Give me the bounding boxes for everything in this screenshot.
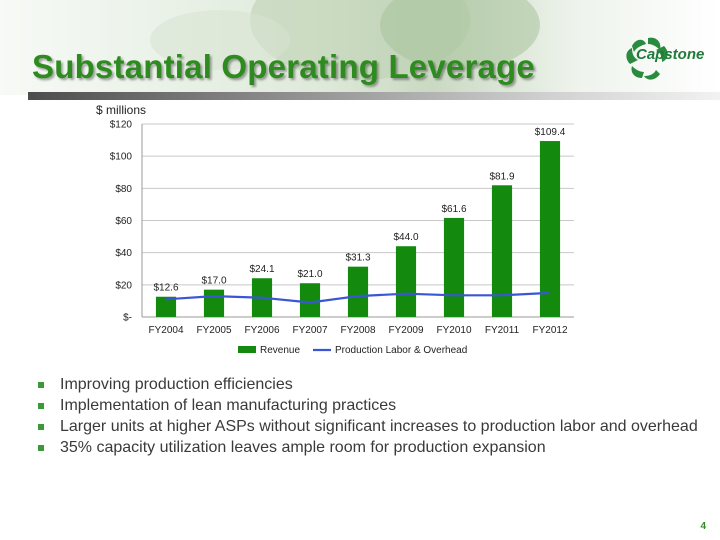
x-tick-label: FY2005 [196, 325, 231, 336]
bullet-item: Implementation of lean manufacturing pra… [38, 395, 698, 416]
bar-value-label: $21.0 [297, 269, 322, 280]
leaf-texture-3 [150, 10, 290, 70]
revenue-bar [203, 289, 225, 317]
revenue-bar [443, 217, 465, 317]
bullet-marker-icon [38, 382, 44, 388]
bullet-text: 35% capacity utilization leaves ample ro… [60, 439, 546, 456]
legend-revenue-label: Revenue [260, 345, 300, 356]
bar-value-label: $44.0 [393, 232, 418, 243]
x-tick-label: FY2009 [388, 325, 423, 336]
bullet-marker-icon [38, 424, 44, 430]
revenue-bar [347, 266, 369, 317]
y-tick-label: $120 [110, 120, 133, 131]
bullet-text: Improving production efficiencies [60, 376, 293, 393]
revenue-bar [155, 296, 177, 317]
bar-value-label: $109.4 [535, 127, 566, 138]
revenue-bar [539, 141, 561, 317]
revenue-bar [299, 283, 321, 317]
bullet-item: 35% capacity utilization leaves ample ro… [38, 437, 698, 458]
turbine-icon [626, 37, 668, 80]
y-tick-label: $60 [115, 216, 132, 227]
logo-wordmark: Capstone [636, 46, 705, 63]
y-units-label: $ millions [96, 103, 147, 117]
legend-revenue-swatch [238, 346, 256, 353]
x-tick-label: FY2007 [292, 325, 327, 336]
bar-value-label: $61.6 [441, 204, 466, 215]
revenue-chart: $- $20 $40 $60 $80 $100 $120 $12.6 FY2004 $17.0 FY… [110, 120, 574, 356]
legend-labor-label: Production Labor & Overhead [335, 345, 467, 356]
capstone-logo [626, 37, 668, 80]
bullet-text: Implementation of lean manufacturing pra… [60, 397, 397, 414]
y-tick-label: $- [123, 313, 132, 324]
x-tick-label: FY2012 [532, 325, 567, 336]
bullet-item: Larger units at higher ASPs without sign… [38, 416, 698, 437]
revenue-bar [491, 185, 513, 317]
bar-value-label: $81.9 [489, 171, 514, 182]
revenue-bar [395, 246, 417, 317]
bar-value-label: $24.1 [249, 264, 274, 275]
x-tick-label: FY2011 [485, 325, 520, 336]
x-tick-label: FY2004 [148, 325, 183, 336]
slide-title: Substantial Operating Leverage [32, 48, 535, 85]
bar-value-label: $12.6 [153, 283, 178, 294]
x-tick-label: FY2006 [244, 325, 279, 336]
bar-value-label: $17.0 [201, 276, 226, 287]
bullet-text: Larger units at higher ASPs without sign… [60, 418, 698, 435]
bullet-marker-icon [38, 445, 44, 451]
y-tick-label: $40 [115, 248, 132, 259]
y-tick-label: $80 [115, 184, 132, 195]
leaf-texture-2 [380, 0, 540, 70]
bullet-marker-icon [38, 403, 44, 409]
title-rule [28, 92, 720, 100]
bullet-list: Improving production efficiencies Impleme… [38, 374, 698, 458]
header-banner [0, 0, 720, 95]
page-number: 4 [700, 521, 706, 532]
bar-value-label: $31.3 [345, 253, 370, 264]
y-tick-label: $100 [110, 152, 133, 163]
x-tick-label: FY2008 [340, 325, 375, 336]
y-tick-label: $20 [115, 280, 132, 291]
bullet-item: Improving production efficiencies [38, 374, 698, 395]
x-tick-label: FY2010 [436, 325, 471, 336]
